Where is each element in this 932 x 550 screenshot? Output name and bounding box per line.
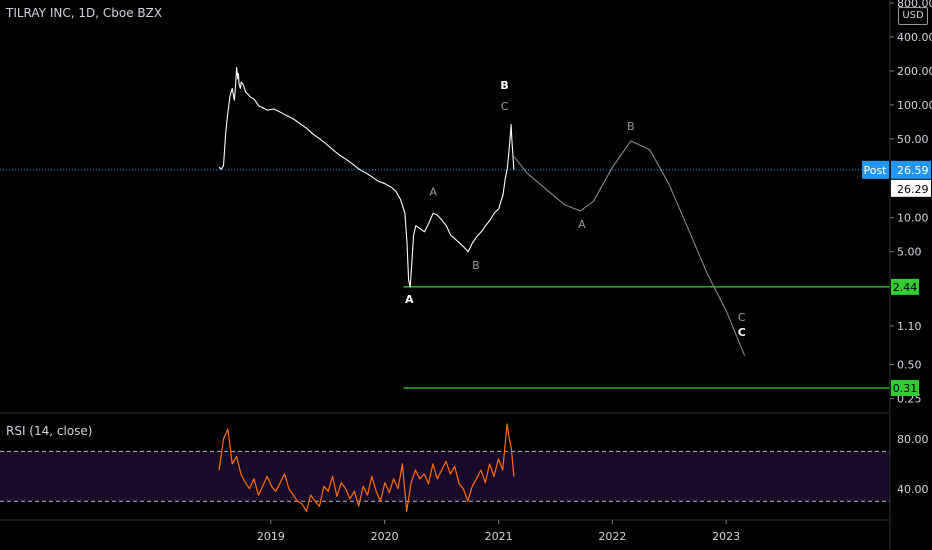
- wave-label-c: C: [738, 311, 746, 324]
- price-axis-label: 800.00: [897, 0, 932, 10]
- wave-label-a: A: [578, 218, 586, 231]
- post-market-label: Post: [863, 164, 887, 177]
- projection-curve[interactable]: [513, 140, 746, 356]
- secondary-price-value: 26.29: [897, 183, 929, 196]
- support-price-badge: [891, 380, 919, 397]
- last-price-badge: [891, 160, 931, 179]
- wave-label-c: C: [738, 326, 746, 339]
- price-axis-label: 5.00: [897, 246, 922, 259]
- price-axis-label: 200.00: [897, 65, 932, 78]
- price-axis-label: 50.00: [897, 133, 929, 146]
- rsi-band-fill: [0, 451, 890, 502]
- rsi-line[interactable]: [218, 423, 515, 512]
- price-axis-label: 1.10: [897, 320, 922, 333]
- price-axis-label: 100.00: [897, 99, 932, 112]
- time-axis-label: 2020: [371, 530, 399, 543]
- wave-label-a: A: [405, 293, 414, 306]
- wave-label-c: C: [501, 100, 509, 113]
- wave-label-b: B: [500, 79, 508, 92]
- rsi-axis-label: 80.00: [897, 433, 929, 446]
- wave-label-a: A: [429, 186, 437, 199]
- price-line[interactable]: [218, 67, 515, 288]
- time-axis-label: 2022: [598, 530, 626, 543]
- support-price-badge: [891, 278, 919, 295]
- rsi-pane[interactable]: [0, 423, 890, 512]
- wave-label-b: B: [472, 259, 480, 272]
- time-axis-label: 2021: [485, 530, 513, 543]
- last-price-value: 26.59: [897, 164, 929, 177]
- rsi-axis-label: 40.00: [897, 483, 929, 496]
- support-price-label: 0.31: [893, 382, 918, 395]
- price-axis-label: 0.50: [897, 359, 922, 372]
- wave-label-b: B: [627, 120, 635, 133]
- price-axis-label: 10.00: [897, 212, 929, 225]
- time-axis-label: 2023: [712, 530, 740, 543]
- time-axis-label: 2019: [257, 530, 285, 543]
- price-axis-label: 400.00: [897, 31, 932, 44]
- symbol-title: TILRAY INC, 1D, Cboe BZX: [6, 6, 163, 20]
- secondary-price-badge: [891, 179, 931, 197]
- post-market-badge: [862, 160, 889, 179]
- support-price-label: 2.44: [893, 281, 918, 294]
- rsi-indicator-title: RSI (14, close): [6, 424, 93, 438]
- currency-badge[interactable]: USD: [898, 7, 928, 25]
